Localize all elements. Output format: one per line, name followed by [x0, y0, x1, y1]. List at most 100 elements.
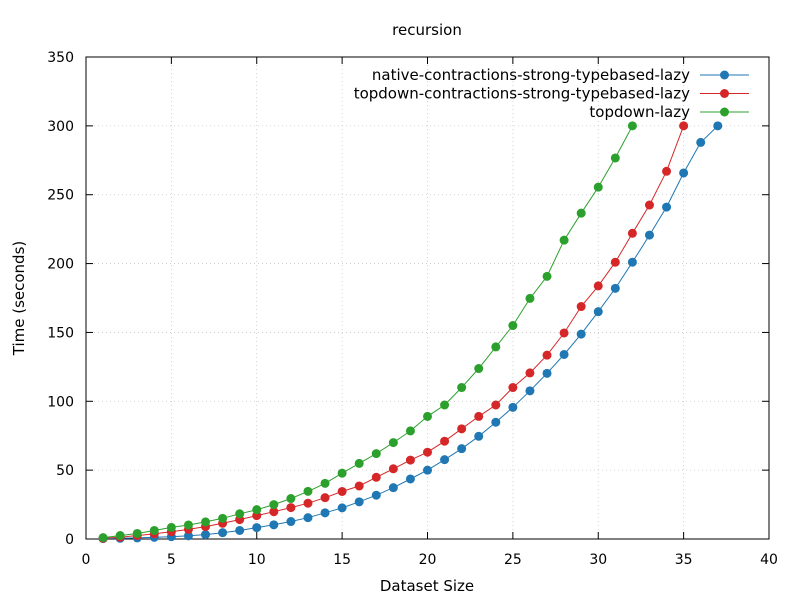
data-point — [303, 513, 313, 523]
legend-label: native-contractions-strong-typebased-laz… — [372, 66, 690, 84]
data-point — [576, 302, 586, 312]
legend: native-contractions-strong-typebased-laz… — [354, 66, 749, 121]
y-tick-label: 300 — [47, 119, 74, 135]
data-point — [542, 350, 552, 360]
data-point — [440, 436, 450, 446]
data-point — [337, 486, 347, 496]
y-tick-label: 100 — [47, 394, 74, 410]
data-point — [491, 417, 501, 427]
data-point — [525, 386, 535, 396]
data-point — [320, 478, 330, 488]
grid — [86, 57, 769, 539]
x-axis-label: Dataset Size — [380, 577, 474, 595]
series-line — [103, 125, 633, 539]
data-point — [508, 383, 518, 393]
data-point — [286, 494, 296, 504]
data-point — [201, 517, 211, 527]
data-point — [423, 411, 432, 421]
data-point — [337, 468, 347, 478]
data-point — [405, 455, 415, 465]
legend-item: topdown-contractions-strong-typebased-la… — [354, 85, 749, 103]
plot-frame — [85, 56, 770, 540]
data-point — [457, 383, 467, 393]
data-point — [405, 474, 415, 484]
data-point — [286, 517, 296, 527]
data-point — [662, 202, 672, 212]
chart-title: recursion — [392, 21, 462, 39]
data-point — [337, 503, 347, 513]
data-point — [252, 505, 262, 515]
data-point — [183, 520, 193, 530]
data-point — [627, 228, 637, 238]
data-point — [559, 235, 569, 245]
data-point — [542, 271, 552, 281]
y-tick-label: 200 — [47, 257, 74, 273]
data-point — [371, 490, 381, 500]
legend-item: topdown-lazy — [589, 103, 749, 121]
data-point — [183, 531, 193, 541]
data-point — [269, 500, 279, 510]
data-point — [559, 328, 569, 338]
x-tick-label: 40 — [760, 552, 778, 568]
y-tick-label: 150 — [47, 325, 74, 341]
data-point — [303, 486, 313, 496]
data-point — [388, 438, 398, 448]
data-point — [559, 349, 569, 359]
data-point — [593, 182, 603, 192]
data-point — [644, 200, 654, 210]
data-point — [303, 498, 313, 508]
data-point — [491, 400, 501, 410]
data-point — [525, 293, 535, 303]
y-tick-label: 0 — [65, 532, 74, 548]
y-tick-label: 250 — [47, 188, 74, 204]
data-point — [508, 321, 518, 331]
data-point — [525, 368, 535, 378]
data-point — [423, 447, 432, 457]
data-point — [166, 522, 176, 532]
legend-item: native-contractions-strong-typebased-laz… — [372, 66, 749, 84]
data-point — [388, 483, 398, 493]
data-point — [593, 281, 603, 291]
data-point — [286, 503, 296, 513]
data-point — [508, 402, 518, 412]
data-point — [269, 507, 279, 517]
data-point — [320, 508, 330, 518]
data-point — [218, 528, 228, 538]
data-point — [457, 444, 467, 454]
data-point — [440, 400, 450, 410]
y-tick-label: 50 — [56, 463, 74, 479]
data-point — [474, 364, 484, 374]
x-tick-label: 10 — [248, 552, 266, 568]
data-point — [354, 481, 364, 491]
data-point — [713, 121, 723, 131]
data-point — [405, 426, 415, 436]
data-point — [627, 121, 637, 131]
x-tick-label: 30 — [589, 552, 607, 568]
data-point — [149, 525, 159, 535]
data-point — [576, 208, 586, 218]
data-point — [662, 166, 672, 176]
legend-marker — [720, 89, 729, 98]
data-point — [354, 497, 364, 507]
legend-marker — [720, 107, 729, 117]
data-point — [440, 455, 450, 465]
data-point — [354, 458, 364, 468]
data-point — [679, 168, 689, 178]
data-point — [371, 449, 381, 459]
data-point — [98, 533, 108, 543]
data-point — [542, 368, 552, 378]
x-tick-label: 25 — [504, 552, 522, 568]
data-point — [269, 520, 279, 530]
data-point — [132, 528, 142, 538]
x-tick-label: 15 — [333, 552, 351, 568]
data-point — [474, 431, 484, 441]
legend-marker — [720, 70, 729, 80]
data-point — [201, 530, 211, 540]
data-point — [627, 257, 637, 267]
data-point — [610, 153, 620, 163]
data-point — [576, 329, 586, 339]
data-point — [423, 465, 432, 475]
data-point — [644, 230, 654, 240]
x-tick-label: 5 — [167, 552, 176, 568]
